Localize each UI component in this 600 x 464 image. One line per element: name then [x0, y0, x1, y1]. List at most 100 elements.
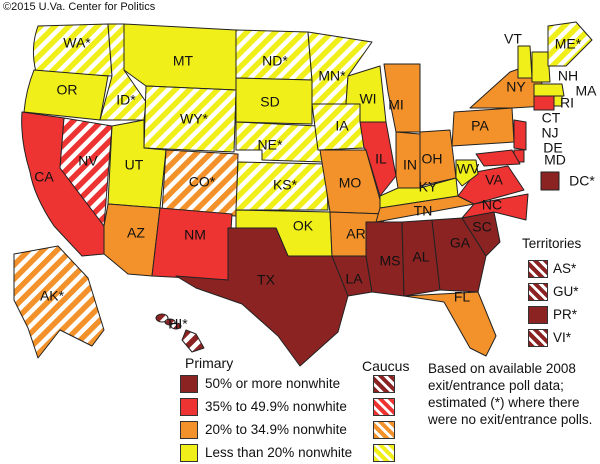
state-ma [533, 83, 565, 97]
state-dc [540, 171, 560, 191]
legend-swatch-caucus [373, 375, 395, 393]
state-label-wy: WY* [180, 111, 209, 127]
territory-label: VI* [553, 330, 572, 345]
state-labels: WA* OR CA NV ID* MT WY* UT AZ CO* NM ND* SD NE* KS* OK T… [34, 31, 597, 332]
state-label-me: ME* [555, 36, 582, 52]
state-label-la: LA [345, 271, 363, 287]
state-nm [151, 207, 233, 281]
state-label-mi: MI [388, 97, 404, 113]
legend-swatch-primary [180, 444, 198, 462]
state-label-nh: NH [558, 68, 578, 84]
legend-row-cat50: 50% or more nonwhite [180, 375, 425, 393]
territory-swatch [528, 306, 548, 324]
state-md [475, 149, 521, 167]
state-sd [235, 77, 313, 125]
state-label-mo: MO [339, 175, 362, 191]
credit-line: ©2015 U.Va. Center for Politics [3, 1, 156, 13]
legend: Primary Caucus 50% or more nonwhite 35% … [180, 355, 425, 464]
state-label-ri: RI [560, 95, 574, 111]
state-me [547, 21, 593, 67]
legend-swatch-caucus [373, 398, 395, 416]
territories-legend: Territories AS* GU* PR* VI* [522, 236, 600, 347]
state-label-oh: OH [422, 151, 443, 167]
state-label-ga: GA [450, 235, 471, 251]
legend-swatch-caucus [373, 421, 395, 439]
legend-row-cat35: 35% to 49.9% nonwhite [180, 398, 425, 416]
state-ga [431, 217, 487, 293]
state-ak [13, 245, 105, 359]
state-label-wa: WA* [63, 35, 91, 51]
state-label-de: DE [543, 140, 562, 156]
state-nc [461, 193, 529, 221]
state-ks [235, 161, 329, 211]
state-wv [455, 159, 479, 187]
state-shapes [13, 21, 593, 367]
state-vt [517, 45, 533, 79]
state-label-tx: TX [257, 272, 276, 288]
legend-primary-heading: Primary [185, 355, 234, 371]
territory-label: PR* [553, 307, 578, 322]
state-nh [531, 51, 551, 83]
state-wy [143, 85, 237, 153]
state-label-nj: NJ [541, 125, 558, 141]
state-label-tn: TN [414, 203, 433, 219]
legend-label: 20% to 34.9% nonwhite [205, 422, 347, 437]
legend-swatch-primary [180, 421, 198, 439]
legend-row-cat0: Less than 20% nonwhite [180, 444, 425, 462]
territory-swatch [528, 260, 548, 278]
state-label-id: ID* [116, 92, 136, 108]
state-label-md: MD [544, 152, 566, 168]
territory-swatch [528, 283, 548, 301]
state-mi [383, 63, 421, 133]
territory-label: GU* [553, 284, 579, 299]
legend-swatch-primary [180, 375, 198, 393]
state-label-ak: AK* [40, 288, 65, 304]
state-label-ia: IA [335, 118, 349, 134]
state-label-ca: CA [34, 169, 54, 185]
state-label-wi: WI [359, 91, 376, 107]
state-fl [403, 291, 497, 357]
state-label-dc: DC* [569, 173, 595, 189]
state-label-nc: NC [482, 197, 502, 213]
state-label-nm: NM [184, 227, 206, 243]
state-label-sc: SC [472, 219, 491, 235]
state-hi-island [155, 313, 169, 323]
state-label-fl: FL [454, 289, 471, 305]
state-ms [365, 221, 405, 297]
state-ca [21, 111, 105, 257]
state-label-mn: MN* [318, 68, 346, 84]
legend-swatch-primary [180, 398, 198, 416]
state-tx [175, 227, 349, 367]
state-or [23, 69, 109, 121]
state-label-pa: PA [471, 118, 489, 134]
state-label-ky: KY [419, 179, 438, 195]
state-label-wv: WV [457, 161, 480, 177]
state-hi-island [170, 322, 182, 330]
legend-label: 50% or more nonwhite [205, 376, 341, 391]
legend-row-cat20: 20% to 34.9% nonwhite [180, 421, 425, 439]
data-note: Based on available 2008 exit/entrance po… [428, 361, 593, 427]
state-label-ok: OK [293, 218, 314, 234]
state-label-ct: CT [542, 110, 561, 126]
state-label-il: IL [375, 151, 387, 167]
state-label-mt: MT [173, 53, 194, 69]
state-label-nv: NV [78, 153, 98, 169]
state-label-co: CO* [189, 174, 216, 190]
state-label-hi: HI* [168, 316, 188, 332]
state-label-al: AL [412, 249, 429, 265]
state-ct [533, 95, 555, 111]
legend-label: 35% to 49.9% nonwhite [205, 399, 347, 414]
territory-label: AS* [553, 261, 577, 276]
state-label-sd: SD [260, 94, 279, 110]
state-label-ks: KS* [273, 177, 298, 193]
state-label-ny: NY [506, 79, 526, 95]
state-nj [513, 119, 527, 151]
state-label-in: IN [403, 157, 417, 173]
state-label-ut: UT [125, 157, 144, 173]
state-label-nd: ND* [262, 53, 288, 69]
territory-swatch [528, 329, 548, 347]
state-label-ar: AR [346, 226, 365, 242]
legend-caucus-heading: Caucus [362, 358, 410, 374]
state-hi [181, 329, 205, 353]
